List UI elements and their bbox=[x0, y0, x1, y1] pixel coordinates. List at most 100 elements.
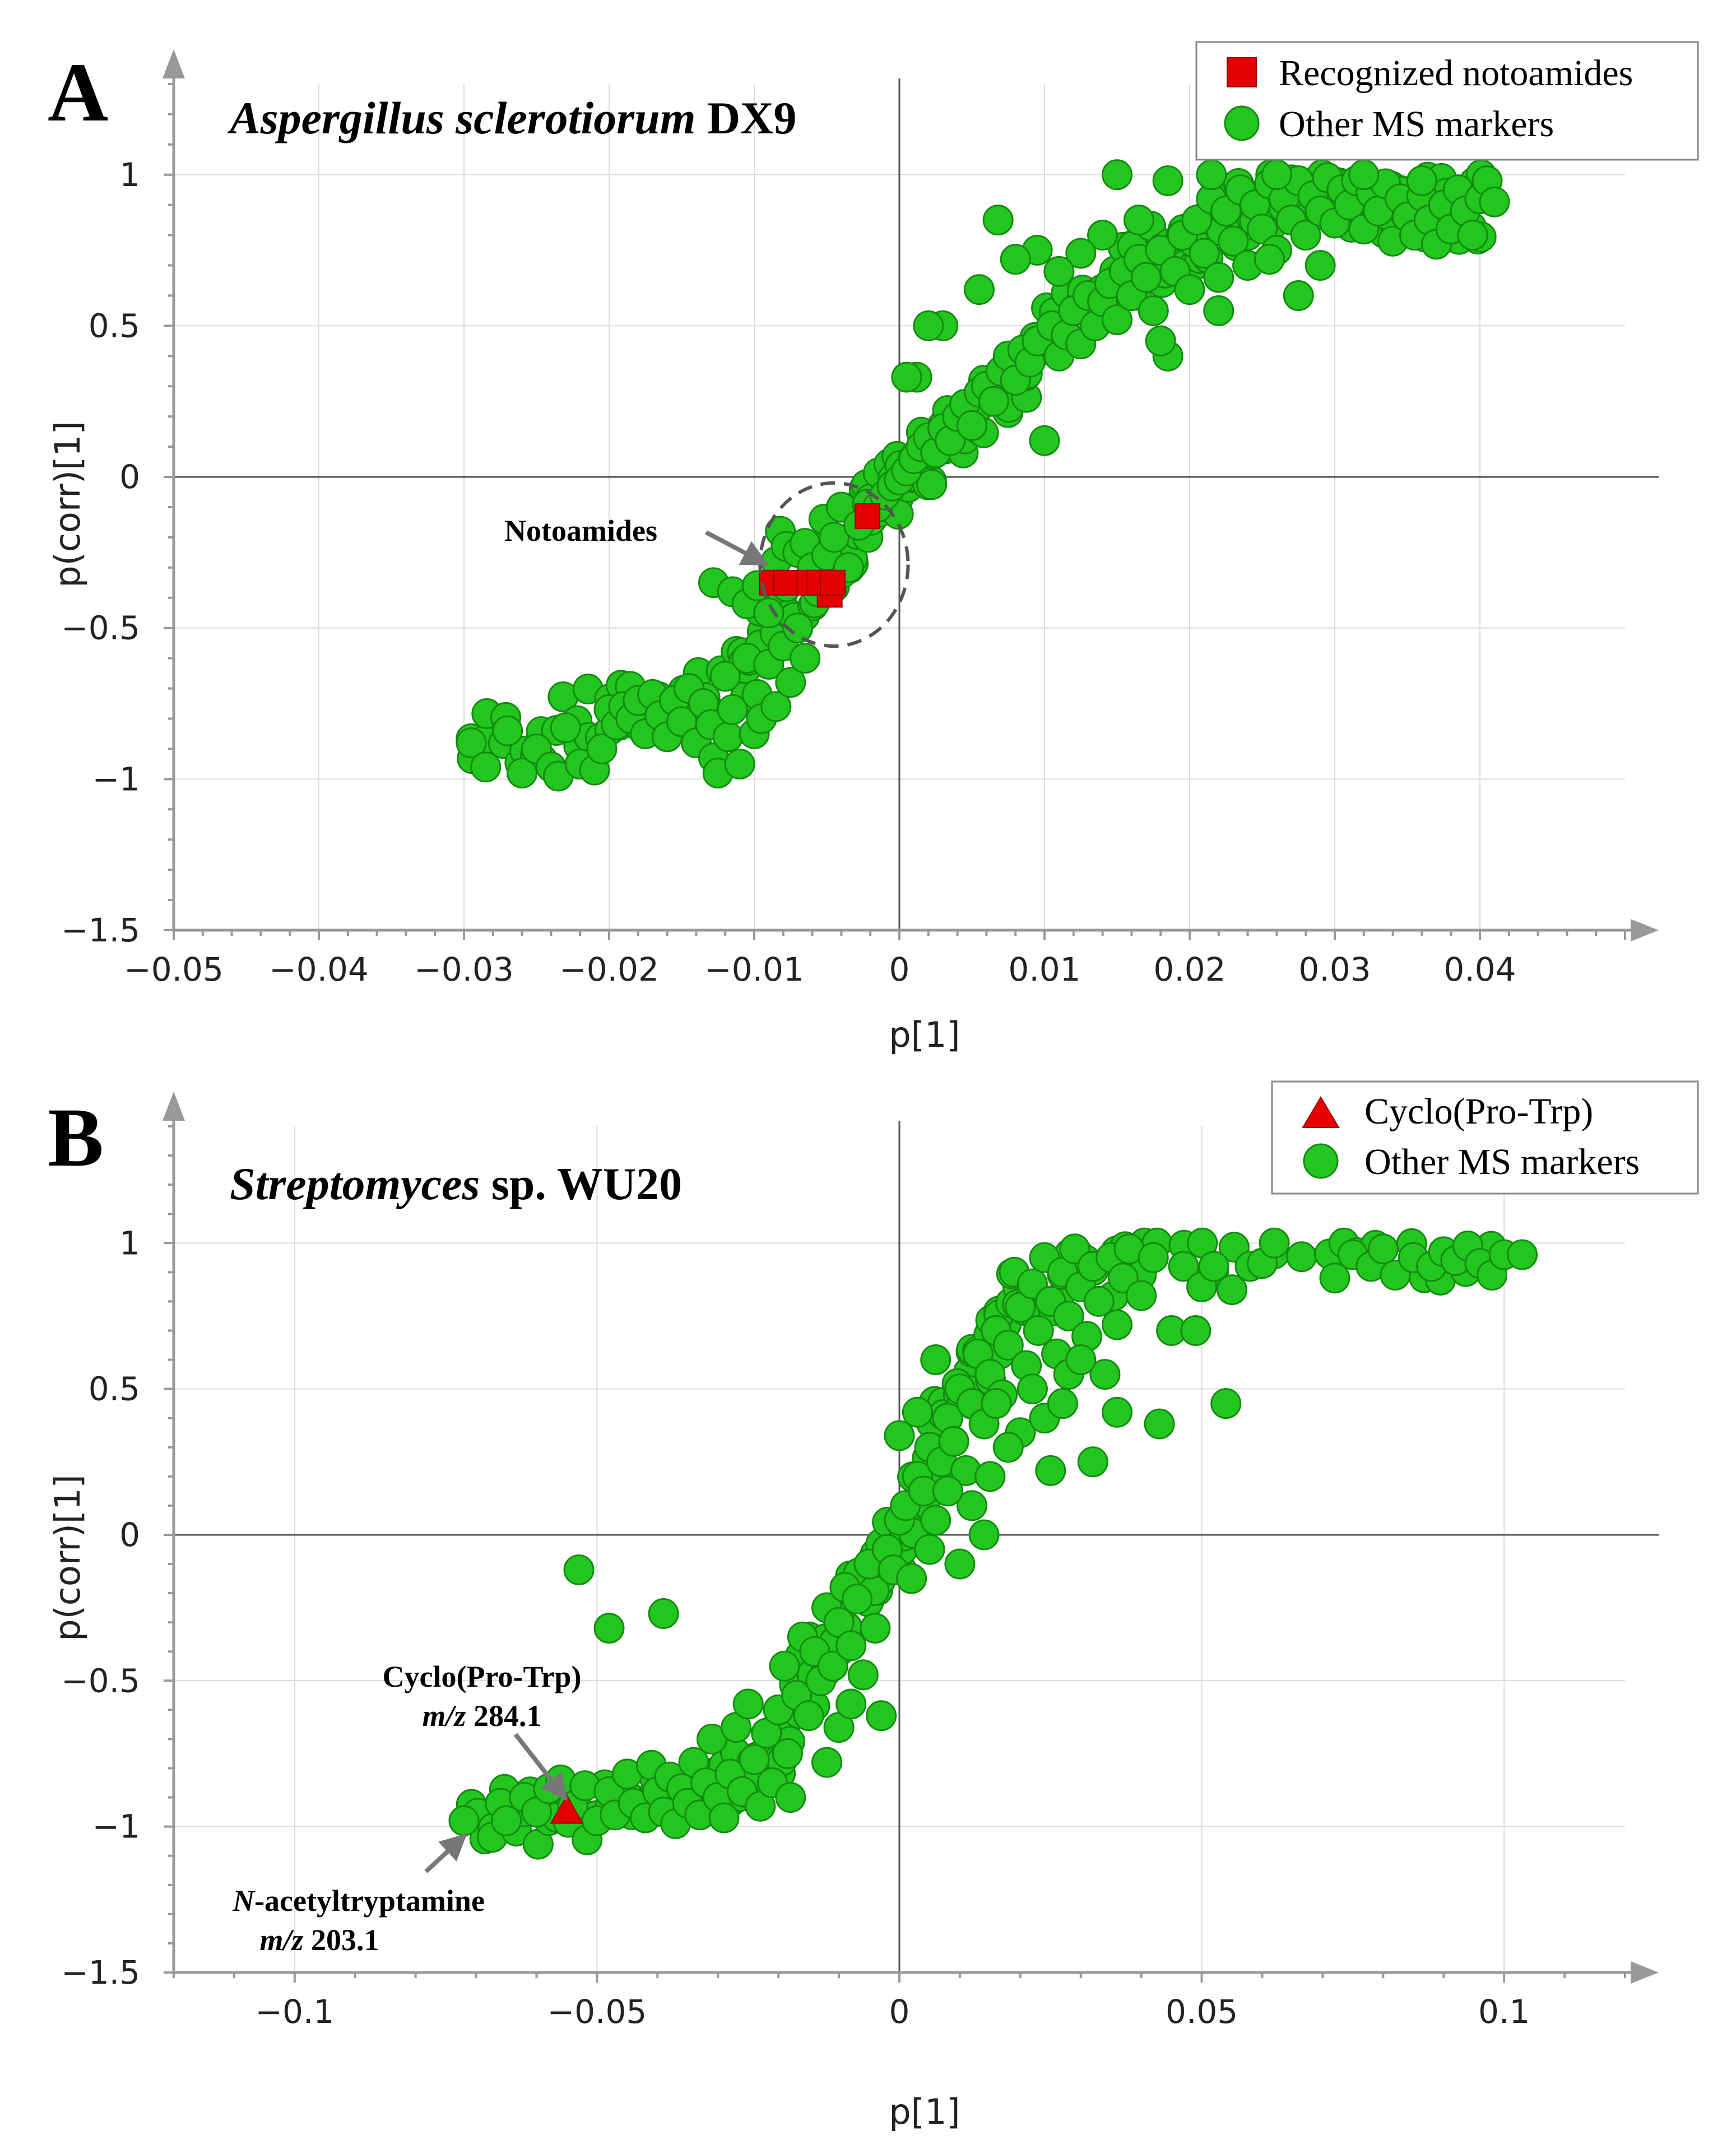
panel-b-x-tick-label-1: −0.05 bbox=[547, 1993, 647, 2031]
panel-a-marker-point bbox=[790, 643, 821, 674]
panel-a-y-tick-label-5: 1 bbox=[119, 156, 140, 194]
nacetyl-mz-italic: m/z bbox=[259, 1923, 303, 1957]
panel-a-marker-point bbox=[717, 694, 748, 725]
panel-a-marker-point bbox=[1290, 220, 1321, 251]
panel-a-marker-point bbox=[913, 310, 944, 341]
panel-b-marker-point bbox=[957, 1490, 987, 1521]
notoamide-point bbox=[855, 503, 881, 530]
panel-a-marker-point bbox=[818, 522, 850, 553]
panel-b-title-strain: sp. WU20 bbox=[480, 1158, 682, 1209]
panel-a-marker-point bbox=[775, 667, 806, 698]
panel-b-marker-point bbox=[992, 1330, 1024, 1361]
panel-b-x-arrow-icon bbox=[1631, 1961, 1659, 1984]
panel-b-marker-point bbox=[593, 1613, 625, 1644]
panel-b-y-tick-label-4: 0.5 bbox=[89, 1370, 140, 1408]
cyclo-arrow bbox=[513, 1733, 568, 1801]
panel-a-marker-point bbox=[1043, 256, 1075, 287]
nacetyl-name: -acetyltryptamine bbox=[254, 1884, 485, 1918]
panel-b-marker-point bbox=[1286, 1241, 1317, 1273]
nacetyl-n-italic: N bbox=[232, 1884, 256, 1918]
panel-b-marker-point bbox=[914, 1534, 945, 1565]
panel-a-legend-label-other: Other MS markers bbox=[1279, 104, 1554, 145]
panel-b-marker-point bbox=[920, 1505, 951, 1536]
panel-a-marker-point bbox=[1181, 205, 1213, 236]
panel-a-x-tick-label-1: −0.04 bbox=[269, 950, 369, 988]
panel-b-marker-point bbox=[775, 1782, 806, 1813]
panel-a-y-tick-label-1: −1 bbox=[92, 760, 141, 798]
panel-b-marker-point bbox=[884, 1420, 915, 1451]
panel-a-title-species: Aspergillus sclerotiorum bbox=[227, 92, 696, 143]
panel-b-marker-point bbox=[1065, 1344, 1097, 1376]
panel-b-marker-point bbox=[944, 1548, 976, 1580]
nacetyl-arrow bbox=[424, 1833, 467, 1873]
panel-a-marker-point bbox=[1123, 205, 1154, 236]
panel-a-x-tick-label-0: −0.05 bbox=[124, 950, 224, 988]
panel-b-marker-point bbox=[1507, 1239, 1538, 1270]
panel-b-marker-point bbox=[732, 1688, 764, 1720]
panel-b-letter: B bbox=[48, 1091, 104, 1184]
panel-a-marker-point bbox=[1145, 235, 1176, 266]
panel-a-y-tick-label-0: −1.5 bbox=[61, 911, 140, 949]
panel-a-y-tick-label-2: −0.5 bbox=[61, 609, 140, 647]
panel-b-marker-point bbox=[860, 1613, 891, 1644]
panel-b-marker-point bbox=[1217, 1274, 1248, 1306]
panel-a-marker-point bbox=[1130, 262, 1162, 293]
panel-b-marker-point bbox=[1053, 1300, 1084, 1331]
notoamide-point bbox=[773, 569, 799, 596]
panel-b-marker-point bbox=[739, 1744, 770, 1775]
panel-a-marker-point bbox=[1174, 274, 1205, 305]
panel-b-xlabel: p[1] bbox=[889, 2091, 960, 2132]
panel-b-marker-point bbox=[772, 1738, 803, 1769]
panel-b-marker-point bbox=[1168, 1251, 1199, 1282]
nacetyl-mz-value: 203.1 bbox=[304, 1923, 379, 1957]
panel-a-title: Aspergillus sclerotiorum DX9 bbox=[227, 92, 796, 143]
panel-b-marker-point bbox=[896, 1563, 927, 1594]
panel-a-marker-point bbox=[492, 715, 523, 746]
panel-a-x-tick-label-6: 0.01 bbox=[1008, 950, 1080, 988]
panel-b-x-tick-label-3: 0.05 bbox=[1166, 1993, 1238, 2031]
panel-b-marker-point bbox=[932, 1475, 963, 1507]
panel-a-marker-point bbox=[1283, 280, 1314, 311]
panel-b-marker-point bbox=[1138, 1242, 1169, 1273]
panel-a-x-arrow-icon bbox=[1631, 919, 1659, 941]
panel-a-marker-point bbox=[1305, 250, 1336, 281]
panel-a-marker-point bbox=[1406, 165, 1437, 197]
panel-a-marker-point bbox=[957, 410, 987, 441]
panel-a-marker-point bbox=[760, 691, 792, 722]
panel-b-x-tick-label-0: −0.1 bbox=[255, 1993, 334, 2031]
nacetyl-annotation-line2: m/z 203.1 bbox=[259, 1923, 379, 1957]
panel-a-marker-point bbox=[1457, 220, 1488, 251]
panel-a-marker-point bbox=[586, 733, 618, 764]
panel-a-y-arrow-icon bbox=[163, 49, 185, 78]
panel-b-marker-point bbox=[1102, 1396, 1132, 1428]
panel-b-marker-point bbox=[648, 1598, 679, 1630]
panel-b-marker-point bbox=[817, 1650, 848, 1682]
panel-b-title: Streptomyces sp. WU20 bbox=[230, 1158, 682, 1209]
nacetyl-annotation-line1: N-acetyltryptamine bbox=[232, 1884, 485, 1918]
notoamide-point bbox=[819, 569, 846, 596]
panel-b-marker-point bbox=[563, 1554, 595, 1585]
panel-a-marker-point bbox=[550, 712, 581, 744]
panel-a-marker-point bbox=[1203, 295, 1234, 326]
panel-a-ylabel: p(corr)[1] bbox=[47, 421, 88, 587]
panel-b-marker-point bbox=[1035, 1455, 1066, 1486]
cyclo-annotation-line2: m/z 284.1 bbox=[422, 1699, 541, 1733]
panel-b-x-tick-label-4: 0.1 bbox=[1478, 1993, 1530, 2031]
panel-a-marker-point bbox=[1218, 225, 1249, 257]
panel-b-marker-point bbox=[835, 1688, 867, 1720]
panel-b-legend: Cyclo(Pro-Trp) Other MS markers bbox=[1271, 1080, 1699, 1195]
panel-b-marker-point bbox=[920, 1344, 951, 1376]
panel-b-y-tick-label-0: −1.5 bbox=[61, 1953, 140, 1992]
panel-b-marker-point bbox=[1210, 1388, 1242, 1419]
panel-a-marker-point bbox=[963, 274, 995, 305]
panel-b-marker-point bbox=[841, 1584, 872, 1615]
panel-b-data-points bbox=[448, 1227, 1538, 1860]
panel-a-marker-point bbox=[1261, 159, 1292, 191]
panel-a-annotation: Notoamides bbox=[504, 481, 910, 648]
panel-a-marker-point bbox=[753, 597, 785, 629]
panel-b-y-tick-label-2: −0.5 bbox=[61, 1661, 140, 1700]
panel-a-marker-point bbox=[891, 361, 922, 393]
panel-a-marker-point bbox=[982, 205, 1014, 236]
cyclo-mz-value: 284.1 bbox=[466, 1699, 542, 1733]
